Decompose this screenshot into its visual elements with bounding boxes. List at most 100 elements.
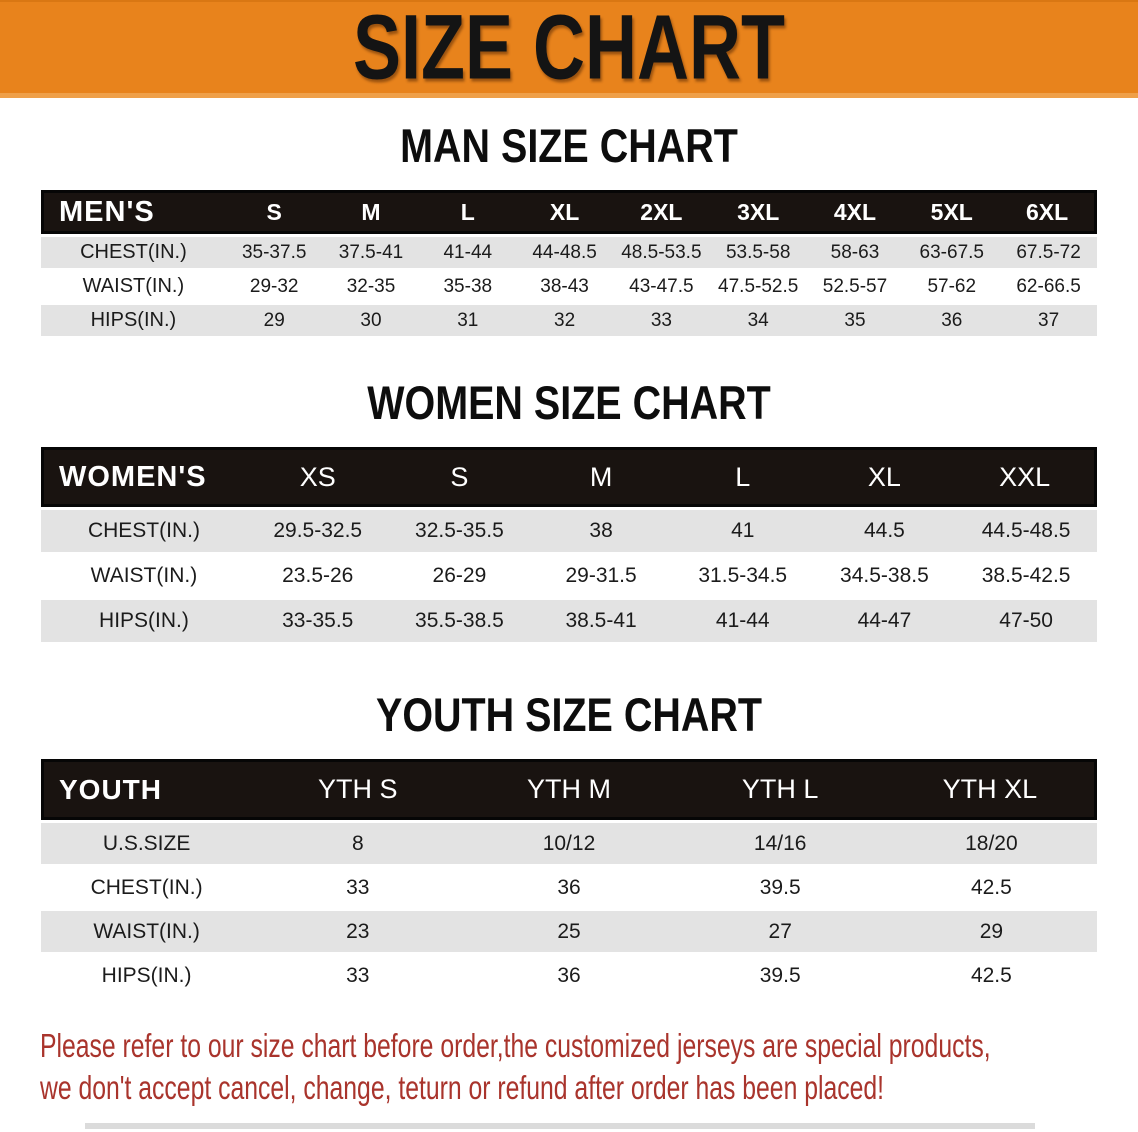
measurement-cell: 47-50 [955,600,1097,642]
table-row: CHEST(IN.) 29.5-32.5 32.5-35.5 38 41 44.5 44.5… [41,510,1097,552]
measurement-cell: 23 [252,911,464,952]
size-column-header: S [388,447,531,507]
measurement-cell: 26-29 [432,564,487,587]
measurement-cell: 31.5-34.5 [698,564,788,587]
measurement-cell: 32.5-35.5 [388,510,531,552]
table-corner-label: MEN'S [41,190,226,234]
size-column-header: 2XL [612,190,710,234]
measurement-row-label: HIPS(IN.) [101,963,192,987]
size-column-header: M [322,190,420,234]
table-row: CHEST(IN.) 35-37.5 37.5-41 41-44 44-48.5 48.5… [41,237,1097,268]
measurement-cell: 29-31.5 [565,564,637,587]
measurement-cell: 32 [516,305,613,336]
measurement-row-label: CHEST(IN.) [41,510,247,552]
measurement-cell: 35.5-38.5 [388,600,531,642]
measurement-cell: 39.5 [759,875,801,899]
measurement-cell: 36 [903,305,1001,336]
table-row: WAIST(IN.) 29-32 32-35 35-38 38-43 43-47.5 47.… [41,271,1097,302]
measurement-cell: 23.5-26 [282,564,354,587]
table-row: WAIST(IN.) 23 25 27 29 [41,911,1097,952]
measurement-cell: 33 [346,875,370,899]
measurement-cell: 44-47 [813,600,956,642]
measurement-cell: 34.5-38.5 [840,564,929,587]
youth-size-table: YOUTH YTH S YTH M YTH L YTH XL U.S.SIZE 8 10/1… [41,756,1097,999]
mens-table-header: MEN'S S M L XL 2XL 3XL 4XL 5XL 6XL [41,190,1097,234]
size-column-header: 3XL [709,190,807,234]
size-column-header: XS [246,447,389,507]
size-column-header: YTH M [463,759,675,820]
measurement-cell: 42.5 [970,875,1012,899]
youth-table-header: YOUTH YTH S YTH M YTH L YTH XL [41,759,1097,820]
women-size-chart-heading: WOMEN SIZE CHART [367,376,771,429]
measurement-cell: 67.5-72 [1000,237,1097,268]
measurement-cell: 53.5-58 [709,237,807,268]
measurement-cell: 31 [419,305,517,336]
size-column-header: L [671,447,814,507]
measurement-cell: 36 [557,963,581,987]
disclaimer-text: Please refer to our size chart before or… [40,1025,1138,1109]
disclaimer-line-2: we don't accept cancel, change, teturn o… [40,1069,885,1107]
measurement-cell: 37.5-41 [322,237,420,268]
measurement-cell: 33 [346,963,370,987]
measurement-cell: 57-62 [927,275,977,297]
size-column-header: YTH S [252,759,464,820]
measurement-row-label: HIPS(IN.) [41,305,226,336]
measurement-row-label: WAIST(IN.) [82,275,185,297]
banner-title: SIZE CHART [353,0,785,99]
measurement-cell: 42.5 [970,963,1012,987]
measurement-cell: 52.5-57 [822,275,888,297]
measurement-cell: 18/20 [885,823,1097,864]
measurement-cell: 35 [806,305,904,336]
measurement-cell: 38.5-42.5 [981,564,1071,587]
size-chart-banner: SIZE CHART [0,0,1138,98]
size-column-header: 5XL [903,190,1001,234]
measurement-cell: 8 [252,823,464,864]
mens-size-table: MEN'S S M L XL 2XL 3XL 4XL 5XL 6XL CHEST(IN.) 35-3… [41,187,1097,339]
measurement-cell: 39.5 [759,963,801,987]
measurement-row-label: WAIST(IN.) [90,564,198,587]
measurement-cell: 44.5-48.5 [955,510,1097,552]
measurement-cell: 38.5-41 [530,600,672,642]
measurement-cell: 32-35 [346,275,396,297]
measurement-row-label: WAIST(IN.) [41,911,253,952]
table-row: WAIST(IN.) 23.5-26 26-29 29-31.5 31.5-34.5 34… [41,555,1097,597]
disclaimer-line-1: Please refer to our size chart before or… [40,1027,991,1064]
measurement-cell: 33-35.5 [246,600,389,642]
table-row: CHEST(IN.) 33 36 39.5 42.5 [41,867,1097,908]
measurement-row-label: CHEST(IN.) [90,875,203,899]
measurement-cell: 29 [225,305,323,336]
measurement-cell: 62-66.5 [1016,275,1081,297]
measurement-row-label: CHEST(IN.) [41,237,226,268]
youth-size-chart-heading: YOUTH SIZE CHART [375,688,763,741]
womens-size-table: WOMEN'S XS S M L XL XXL CHEST(IN.) 29.5-32.5 32.… [41,444,1097,645]
measurement-cell: 34 [709,305,807,336]
size-column-header: XL [813,447,956,507]
measurement-cell: 33 [612,305,710,336]
table-row: U.S.SIZE 8 10/12 14/16 18/20 [41,823,1097,864]
measurement-cell: 30 [322,305,420,336]
table-row: HIPS(IN.) 33 36 39.5 42.5 [41,955,1097,996]
size-column-header: S [225,190,323,234]
measurement-cell: 38 [530,510,672,552]
measurement-cell: 14/16 [674,823,886,864]
measurement-cell: 47.5-52.5 [718,275,799,297]
measurement-row-label: HIPS(IN.) [41,600,247,642]
table-row: HIPS(IN.) 29 30 31 32 33 34 35 36 37 [41,305,1097,336]
measurement-cell: 41-44 [671,600,814,642]
measurement-cell: 37 [1000,305,1097,336]
measurement-cell: 29 [885,911,1097,952]
size-column-header: YTH L [674,759,886,820]
size-column-header: XL [516,190,613,234]
womens-table-header: WOMEN'S XS S M L XL XXL [41,447,1097,507]
measurement-cell: 41 [671,510,814,552]
table-row: HIPS(IN.) 33-35.5 35.5-38.5 38.5-41 41-44 44-… [41,600,1097,642]
measurement-cell: 35-38 [443,275,493,297]
measurement-cell: 29.5-32.5 [246,510,389,552]
measurement-cell: 43-47.5 [629,275,694,297]
table-corner-label: YOUTH [41,759,253,820]
measurement-cell: 35-37.5 [225,237,323,268]
size-column-header: M [530,447,672,507]
measurement-cell: 36 [557,875,581,899]
measurement-cell: 25 [463,911,675,952]
measurement-cell: 10/12 [463,823,675,864]
